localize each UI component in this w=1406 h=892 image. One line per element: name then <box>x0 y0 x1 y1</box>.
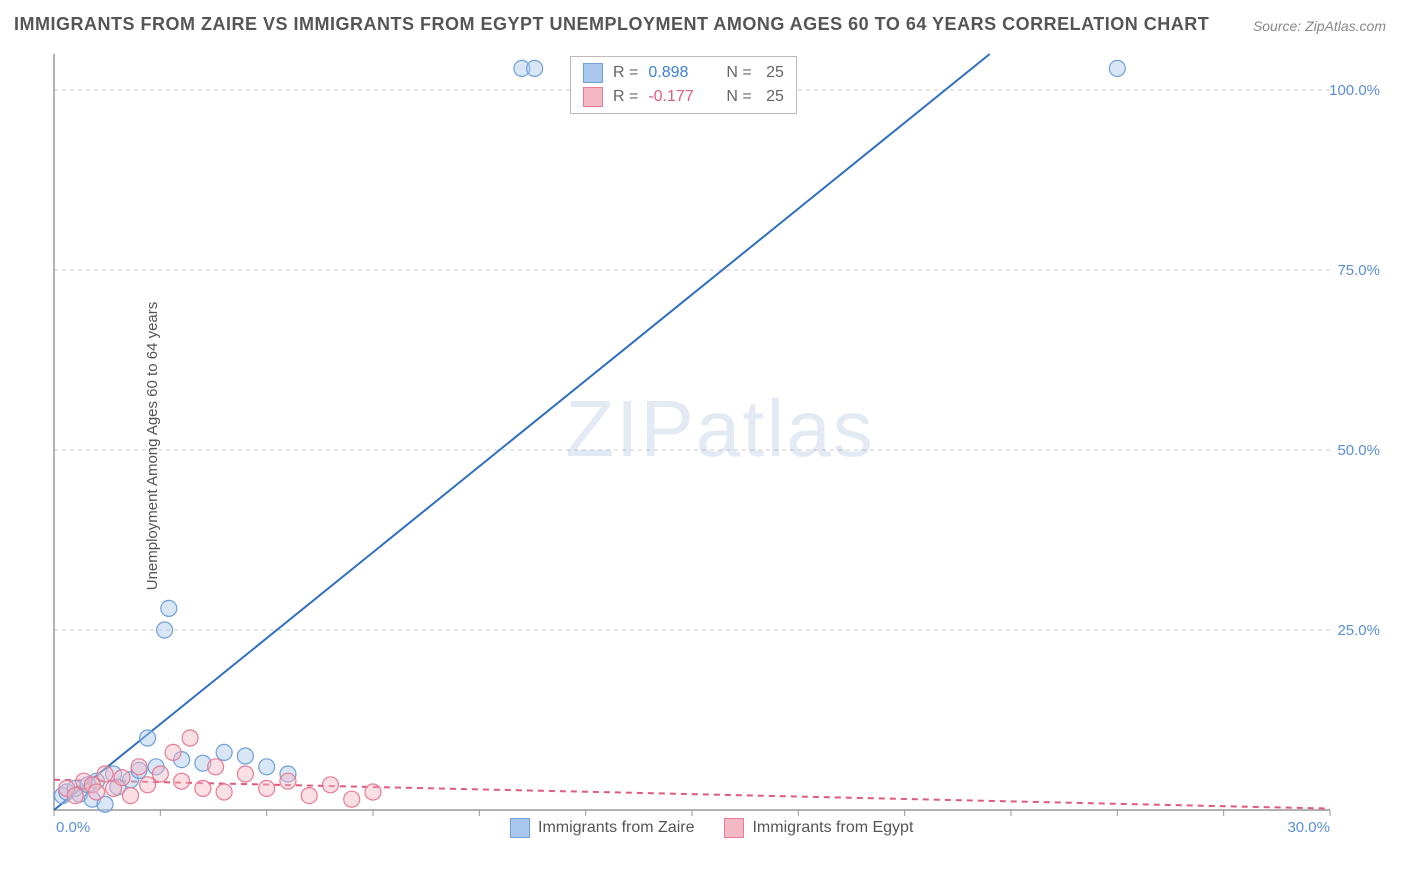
stat-legend: R = 0.898 N = 25 R = -0.177 N = 25 <box>570 56 797 114</box>
data-point <box>280 773 296 789</box>
stat-n-label: N = <box>726 88 751 106</box>
stat-n-value: 25 <box>762 64 784 82</box>
data-point <box>89 784 105 800</box>
data-point <box>301 788 317 804</box>
data-point <box>140 777 156 793</box>
y-tick-label: 100.0% <box>1329 82 1380 99</box>
y-tick-label: 50.0% <box>1337 442 1380 459</box>
source-label: Source: ZipAtlas.com <box>1253 18 1386 34</box>
data-point <box>140 730 156 746</box>
series-name: Immigrants from Zaire <box>538 819 694 837</box>
y-tick-label: 75.0% <box>1337 262 1380 279</box>
chart-title: IMMIGRANTS FROM ZAIRE VS IMMIGRANTS FROM… <box>14 14 1209 35</box>
legend-swatch <box>583 87 603 107</box>
regression-line <box>54 780 1330 809</box>
data-point <box>161 600 177 616</box>
data-point <box>259 759 275 775</box>
data-point <box>165 744 181 760</box>
stat-r-value: 0.898 <box>648 64 708 82</box>
regression-line <box>54 54 990 810</box>
data-point <box>216 784 232 800</box>
data-point <box>208 759 224 775</box>
legend-swatch <box>510 818 530 838</box>
stat-legend-row: R = 0.898 N = 25 <box>571 61 796 85</box>
series-legend-item: Immigrants from Zaire <box>510 818 694 838</box>
data-point <box>527 60 543 76</box>
data-point <box>152 766 168 782</box>
data-point <box>237 748 253 764</box>
series-name: Immigrants from Egypt <box>752 819 913 837</box>
data-point <box>344 791 360 807</box>
x-tick-label-min: 0.0% <box>56 819 90 836</box>
stat-r-label: R = <box>613 88 638 106</box>
data-point <box>237 766 253 782</box>
x-tick-label-max: 30.0% <box>1287 819 1330 836</box>
data-point <box>182 730 198 746</box>
legend-swatch <box>583 63 603 83</box>
legend-swatch <box>724 818 744 838</box>
data-point <box>259 780 275 796</box>
stat-r-value: -0.177 <box>648 88 708 106</box>
stat-n-label: N = <box>726 64 751 82</box>
data-point <box>195 780 211 796</box>
chart-svg: 25.0% 50.0% 75.0% 100.0% 0.0% 30.0% <box>50 50 1390 840</box>
plot-area: 25.0%50.0%75.0%100.0%0.0%30.0% ZIPatlas … <box>50 50 1390 840</box>
series-legend-item: Immigrants from Egypt <box>724 818 913 838</box>
stat-r-label: R = <box>613 64 638 82</box>
data-point <box>67 788 83 804</box>
data-point <box>131 759 147 775</box>
data-point <box>157 622 173 638</box>
data-point <box>114 770 130 786</box>
stat-n-value: 25 <box>762 88 784 106</box>
y-tick-label: 25.0% <box>1337 622 1380 639</box>
data-point <box>1109 60 1125 76</box>
series-legend: Immigrants from Zaire Immigrants from Egy… <box>510 818 913 838</box>
data-point <box>216 744 232 760</box>
stat-legend-row: R = -0.177 N = 25 <box>571 85 796 109</box>
data-point <box>322 777 338 793</box>
data-point <box>365 784 381 800</box>
data-point <box>174 773 190 789</box>
data-point <box>123 788 139 804</box>
data-point <box>97 766 113 782</box>
